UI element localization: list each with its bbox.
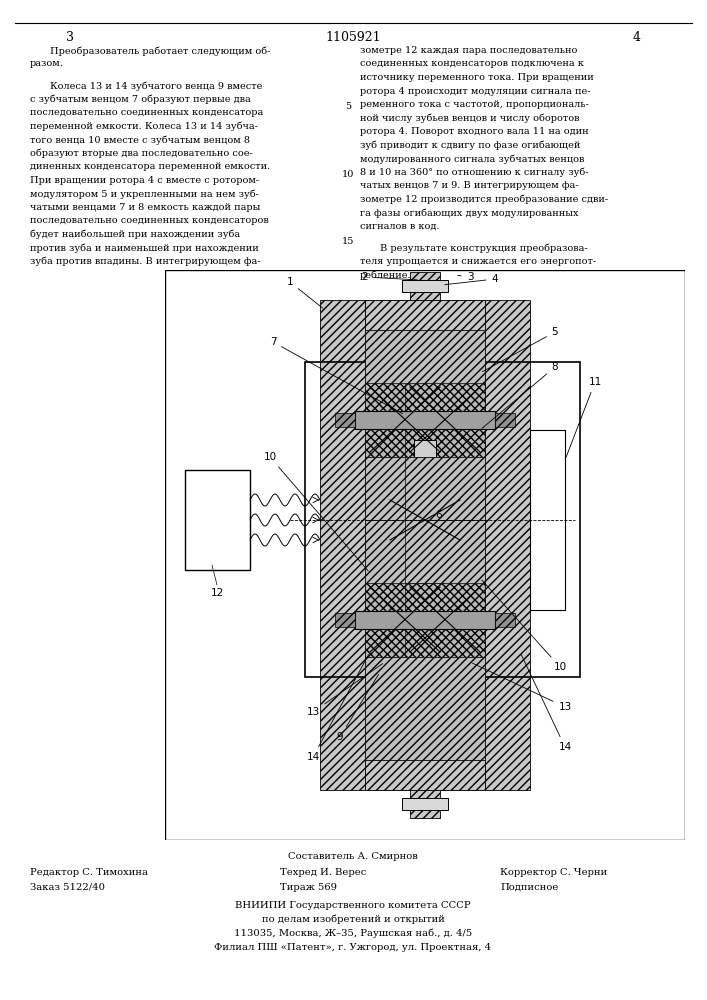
Text: ременного тока с частотой, пропорциональ-: ременного тока с частотой, пропорциональ…	[360, 100, 589, 109]
Text: 5: 5	[482, 327, 559, 372]
Text: 15: 15	[341, 237, 354, 246]
Bar	[365, 541, 485, 555]
Text: с зубчатым венцом 7 образуют первые два: с зубчатым венцом 7 образуют первые два	[30, 95, 251, 104]
Text: соединенных конденсаторов подключена к: соединенных конденсаторов подключена к	[360, 60, 584, 68]
Bar	[495, 413, 515, 427]
Text: ВНИИПИ Государственного комитета СССР: ВНИИПИ Государственного комитета СССР	[235, 901, 471, 910]
Bar	[405, 382, 485, 457]
Text: по делам изобретений и открытий: по делам изобретений и открытий	[262, 915, 445, 924]
Text: 12: 12	[211, 588, 223, 598]
Text: против зуба и наименьшей при нахождении: против зуба и наименьшей при нахождении	[30, 243, 259, 253]
Bar	[355, 611, 495, 629]
Text: Техред И. Верес: Техред И. Верес	[280, 868, 366, 877]
Bar	[365, 520, 445, 583]
Text: 14: 14	[521, 655, 572, 752]
Bar	[485, 300, 530, 790]
Text: ротора 4. Поворот входного вала 11 на один: ротора 4. Поворот входного вала 11 на од…	[360, 127, 589, 136]
Text: 1105921: 1105921	[325, 31, 381, 44]
Text: 13: 13	[306, 664, 382, 717]
Text: 10: 10	[482, 580, 566, 672]
Bar	[305, 362, 580, 677]
Text: ной числу зубьев венцов и числу оборотов: ной числу зубьев венцов и числу оборотов	[360, 113, 580, 123]
Text: источнику переменного тока. При вращении: источнику переменного тока. При вращении	[360, 73, 594, 82]
Text: будет наибольшей при нахождении зуба: будет наибольшей при нахождении зуба	[30, 230, 240, 239]
Text: Преобразователь работает следующим об-: Преобразователь работает следующим об-	[50, 46, 270, 55]
Text: чатых венцов 7 и 9. В интегрирующем фа-: чатых венцов 7 и 9. В интегрирующем фа-	[360, 181, 578, 190]
Bar	[365, 760, 485, 790]
Bar	[402, 798, 448, 810]
Bar	[530, 430, 565, 610]
Bar	[495, 613, 515, 627]
Text: 10: 10	[341, 170, 354, 179]
Text: Заказ 5122/40: Заказ 5122/40	[30, 883, 105, 892]
Text: 2: 2	[362, 272, 417, 282]
Bar	[335, 613, 355, 627]
Text: переменной емкости. Колеса 13 и 14 зубча-: переменной емкости. Колеса 13 и 14 зубча…	[30, 122, 258, 131]
Text: ротора 4 происходит модуляции сигнала пе-: ротора 4 происходит модуляции сигнала пе…	[360, 87, 590, 96]
Bar	[365, 582, 445, 657]
Bar	[414, 440, 436, 600]
Text: 3: 3	[66, 31, 74, 44]
Text: последовательно соединенных конденсаторов: последовательно соединенных конденсаторо…	[30, 216, 269, 225]
Bar	[402, 280, 448, 292]
Text: Корректор С. Черни: Корректор С. Черни	[500, 868, 607, 877]
Text: 9: 9	[337, 674, 378, 742]
Text: 7: 7	[269, 337, 402, 414]
Bar	[365, 457, 445, 520]
Text: Подписное: Подписное	[500, 883, 559, 892]
Text: зуб приводит к сдвигу по фазе огибающей: зуб приводит к сдвигу по фазе огибающей	[360, 140, 580, 150]
Text: того венца 10 вместе с зубчатым венцом 8: того венца 10 вместе с зубчатым венцом 8	[30, 135, 250, 145]
Bar	[405, 520, 485, 583]
Bar	[385, 495, 465, 545]
Bar	[405, 457, 485, 520]
Bar	[365, 382, 445, 457]
Text: Тираж 569: Тираж 569	[280, 883, 337, 892]
Text: 8 и 10 на 360° по отношению к сигналу зуб-: 8 и 10 на 360° по отношению к сигналу зу…	[360, 167, 588, 177]
Text: модулятором 5 и укрепленными на нем зуб-: модулятором 5 и укрепленными на нем зуб-	[30, 189, 259, 199]
Text: 11: 11	[566, 377, 602, 457]
Text: 3: 3	[457, 272, 473, 282]
Text: В результате конструкция преобразова-: В результате конструкция преобразова-	[380, 243, 588, 253]
Text: 1: 1	[286, 277, 323, 308]
Bar	[365, 657, 485, 760]
Text: При вращении ротора 4 с вместе с ротором-: При вращении ротора 4 с вместе с ротором…	[30, 176, 259, 185]
Bar	[410, 790, 440, 818]
Text: зометре 12 производится преобразование сдви-: зометре 12 производится преобразование с…	[360, 194, 608, 204]
Text: 10: 10	[264, 452, 368, 571]
Text: Филиал ПШ «Патент», г. Ужгород, ул. Проектная, 4: Филиал ПШ «Патент», г. Ужгород, ул. Прое…	[214, 943, 491, 952]
Bar	[365, 300, 485, 790]
Text: 113035, Москва, Ж–35, Раушская наб., д. 4/5: 113035, Москва, Ж–35, Раушская наб., д. …	[234, 929, 472, 938]
Text: модулированного сигнала зубчатых венцов: модулированного сигнала зубчатых венцов	[360, 154, 585, 163]
Text: 8: 8	[482, 362, 559, 428]
Text: теля упрощается и снижается его энергопот-: теля упрощается и снижается его энергопо…	[360, 257, 596, 266]
Text: ребление.: ребление.	[360, 270, 411, 280]
Text: Колеса 13 и 14 зубчатого венца 9 вместе: Колеса 13 и 14 зубчатого венца 9 вместе	[50, 81, 262, 91]
Text: Составитель А. Смирнов: Составитель А. Смирнов	[288, 852, 418, 861]
Bar	[365, 300, 485, 330]
Text: 4: 4	[445, 274, 498, 285]
Text: 13: 13	[472, 663, 572, 712]
Text: 14: 14	[306, 654, 368, 762]
Text: 5: 5	[345, 102, 351, 111]
Text: сигналов в код.: сигналов в код.	[360, 222, 440, 231]
Text: чатыми венцами 7 и 8 емкость каждой пары: чатыми венцами 7 и 8 емкость каждой пары	[30, 203, 260, 212]
Bar	[335, 413, 355, 427]
Bar	[320, 300, 365, 790]
Bar	[355, 411, 495, 429]
Bar	[185, 470, 250, 570]
Text: зуба против впадины. В интегрирующем фа-: зуба против впадины. В интегрирующем фа-	[30, 257, 260, 266]
Text: последовательно соединенных конденсатора: последовательно соединенных конденсатора	[30, 108, 263, 117]
Text: 4: 4	[633, 31, 641, 44]
Text: га фазы огибающих двух модулированных: га фазы огибающих двух модулированных	[360, 208, 578, 218]
Text: 6: 6	[435, 510, 442, 520]
Text: разом.: разом.	[30, 60, 64, 68]
Text: зометре 12 каждая пара последовательно: зометре 12 каждая пара последовательно	[360, 46, 578, 55]
Bar	[405, 582, 485, 657]
Bar	[365, 485, 485, 499]
Text: образуют вторые два последовательно сое-: образуют вторые два последовательно сое-	[30, 149, 252, 158]
Text: Редактор С. Тимохина: Редактор С. Тимохина	[30, 868, 148, 877]
Text: диненных конденсатора переменной емкости.: диненных конденсатора переменной емкости…	[30, 162, 270, 171]
Bar	[365, 330, 485, 383]
Bar	[410, 272, 440, 300]
